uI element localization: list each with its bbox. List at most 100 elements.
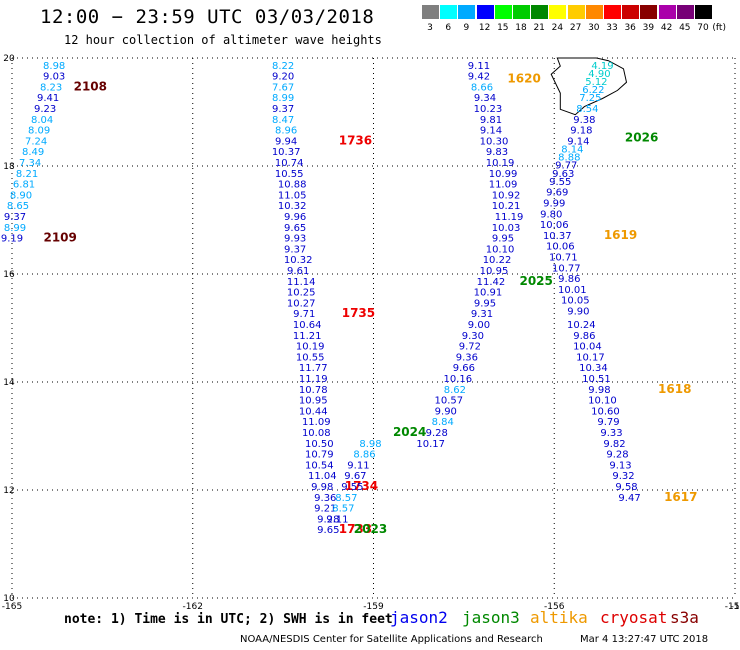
wave-height-value: 9.71	[293, 309, 315, 320]
wave-height-value: 9.72	[459, 342, 481, 353]
wave-height-value: 9.37	[272, 104, 294, 115]
wave-height-value: 10.50	[305, 439, 334, 450]
wave-height-value: 10.57	[434, 396, 463, 407]
wave-height-value: 9.55	[549, 177, 571, 188]
wave-height-value: 11.05	[278, 190, 307, 201]
wave-height-value: 10.17	[576, 352, 605, 363]
wave-height-value: 7.34	[19, 158, 41, 169]
wave-height-value: 11.14	[287, 277, 316, 288]
wave-height-value: 8.49	[22, 147, 44, 158]
wave-height-value: 9.66	[453, 363, 475, 374]
wave-height-value: 9.41	[37, 93, 59, 104]
legend-label: 39	[642, 23, 655, 33]
wave-height-value: 9.19	[1, 234, 23, 245]
wave-height-value: 10.44	[299, 406, 328, 417]
wave-height-value: 11.19	[495, 212, 524, 223]
wave-height-value: 10.37	[272, 147, 301, 158]
wave-height-value: 9.11	[347, 460, 369, 471]
wave-height-value: 9.65	[317, 525, 339, 536]
pass-time-label: 2023	[354, 522, 387, 536]
mission-name-jason3: jason3	[462, 608, 520, 627]
legend-swatch	[622, 5, 640, 19]
wave-height-value: 10.91	[474, 288, 503, 299]
wave-height-value: 8.57	[332, 504, 354, 515]
wave-height-value: 9.94	[275, 136, 297, 147]
legend-label: 33	[606, 23, 618, 33]
wave-height-value: 9.81	[480, 115, 502, 126]
legend-swatch	[585, 5, 603, 19]
wave-height-value: 7.67	[272, 82, 294, 93]
wave-height-value: 10.55	[296, 352, 325, 363]
pass-time-label: 2109	[43, 231, 76, 245]
pass-time-label: 1736	[339, 133, 372, 147]
wave-height-value: 9.30	[462, 331, 484, 342]
wave-height-value: 9.77	[555, 161, 577, 172]
legend-label: 24	[551, 23, 564, 33]
wave-height-value: 9.28	[606, 450, 628, 461]
wave-height-value: 8.57	[335, 493, 357, 504]
wave-height-value: 10.37	[543, 231, 572, 242]
wave-height-value: 8.47	[272, 115, 294, 126]
wave-height-value: 7.25	[579, 93, 601, 104]
legend-swatch	[513, 5, 530, 19]
legend-label: 6	[445, 23, 452, 33]
wave-height-value: 11.04	[308, 471, 337, 482]
wave-height-value: 8.98	[359, 439, 381, 450]
wave-height-value: 9.33	[600, 428, 622, 439]
wave-height-value: 9.14	[480, 126, 502, 137]
wave-height-value: 10.92	[492, 190, 521, 201]
wave-height-value: 9.67	[344, 471, 366, 482]
legend-swatch	[695, 5, 712, 19]
wave-height-value: 9.47	[618, 493, 640, 504]
wave-height-value: 10.24	[567, 320, 596, 331]
legend-swatch	[640, 5, 658, 19]
pass-time-label: 1620	[507, 71, 540, 85]
wave-height-value: 10.10	[588, 396, 617, 407]
legend-label: 3	[427, 23, 433, 33]
wave-height-value: 10.08	[302, 428, 331, 439]
wave-height-value: 7.24	[25, 136, 47, 147]
lat-tick-label: 18	[3, 162, 15, 172]
wave-height-value: 11.42	[477, 277, 506, 288]
wave-height-value: 10.25	[287, 288, 316, 299]
wave-height-value: 8.23	[40, 82, 62, 93]
mission-name-altika: altika	[530, 608, 588, 627]
legend-label: 42	[660, 23, 673, 33]
wave-height-value: 10.19	[486, 158, 515, 169]
wave-height-value: 9.21	[314, 504, 336, 515]
wave-height-value: 4.19	[591, 61, 613, 72]
lat-tick-label: 16	[3, 270, 15, 280]
wave-height-value: 10.03	[492, 223, 521, 234]
footer-note: note: 1) Time is in UTC; 2) SWH is in fe…	[64, 612, 393, 627]
wave-height-value: 8.54	[576, 104, 598, 115]
wave-height-value: 10.71	[549, 253, 578, 264]
credit-line: NOAA/NESDIS Center for Satellite Applica…	[240, 634, 543, 645]
wave-height-value: 9.61	[287, 266, 309, 277]
wave-height-value: 9.32	[612, 471, 634, 482]
wave-height-value: 10.54	[305, 460, 334, 471]
wave-height-value: 10.34	[579, 363, 608, 374]
legend-label: 30	[588, 23, 600, 33]
wave-height-value: 10.77	[552, 263, 581, 274]
wave-height-value: 9.18	[570, 126, 592, 137]
legend-label: 27	[569, 23, 582, 33]
wave-height-value: 9.65	[284, 223, 306, 234]
wave-height-value: 10.88	[278, 180, 307, 191]
lat-tick-label: 12	[3, 486, 14, 496]
wave-height-value: 8.84	[432, 417, 454, 428]
wave-height-value: 10.06	[540, 220, 569, 231]
wave-height-value: 9.98	[588, 385, 610, 396]
wave-height-value: 10.21	[492, 201, 521, 212]
legend-label: 45	[679, 23, 691, 33]
wave-height-value: 6.81	[13, 180, 35, 191]
wave-height-value: 9.95	[474, 298, 496, 309]
pass-time-label: 2026	[625, 131, 658, 145]
wave-height-value: 10.17	[416, 439, 445, 450]
wave-height-value: 4.90	[588, 69, 610, 80]
legend-label: 36	[624, 23, 636, 33]
wave-height-value: 9.86	[558, 274, 580, 285]
wave-height-value: 10.78	[299, 385, 328, 396]
generated-timestamp: Mar 4 13:27:47 UTC 2018	[580, 634, 709, 645]
wave-height-value: 9.95	[492, 234, 514, 245]
wave-height-value: 9.96	[284, 212, 306, 223]
